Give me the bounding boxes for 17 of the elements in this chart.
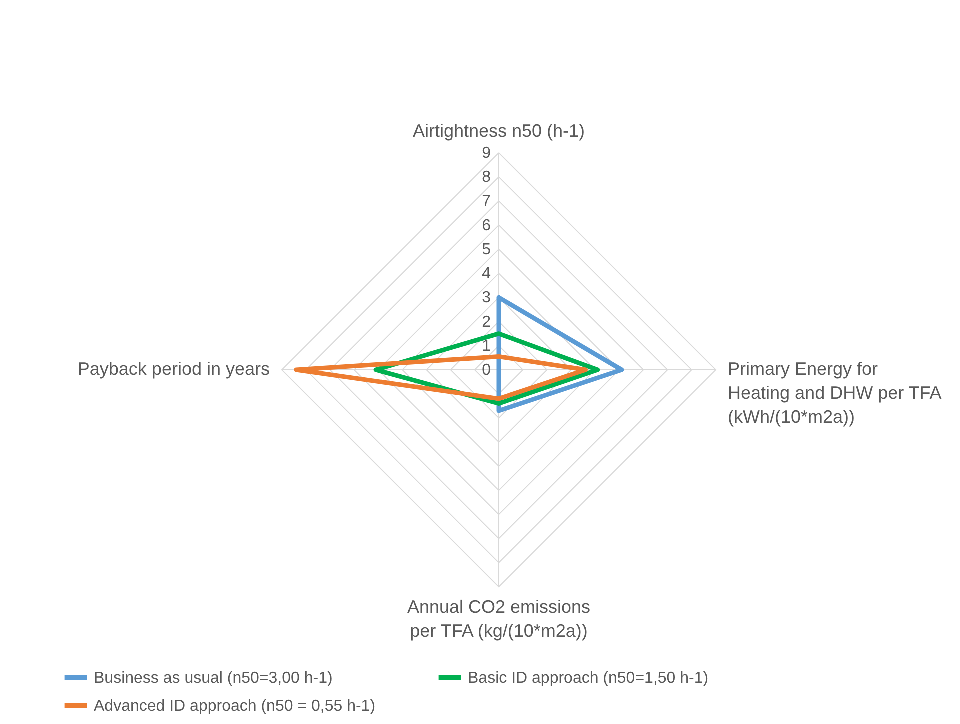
y-tick-label: 1 — [482, 338, 492, 355]
y-tick-label: 2 — [482, 314, 492, 331]
spoke-label: Primary Energy for Heating and DHW per TFA (kWh/(10*m2a)) — [728, 359, 942, 427]
spoke-label: Airtightness n50 (h-1) — [412, 121, 586, 141]
legend-label: Basic ID approach (n50=1,50 h-1) — [468, 670, 709, 687]
spoke-label: Payback period in years — [78, 359, 270, 379]
y-tick-label: 3 — [482, 290, 492, 307]
y-tick-label: 6 — [482, 217, 492, 234]
y-tick-label: 7 — [482, 193, 492, 210]
y-tick-label: 4 — [482, 266, 492, 283]
y-tick-label: 9 — [482, 145, 492, 162]
spoke-label: Annual CO2 emissions per TFA (kg/(10*m2a)) — [407, 597, 591, 641]
legend-label: Business as usual (n50=3,00 h-1) — [94, 670, 333, 687]
y-tick-label: 0 — [482, 362, 492, 379]
legend-label: Advanced ID approach (n50 = 0,55 h-1) — [94, 698, 376, 715]
y-tick-label: 8 — [482, 169, 492, 186]
y-tick-label: 5 — [482, 241, 492, 258]
